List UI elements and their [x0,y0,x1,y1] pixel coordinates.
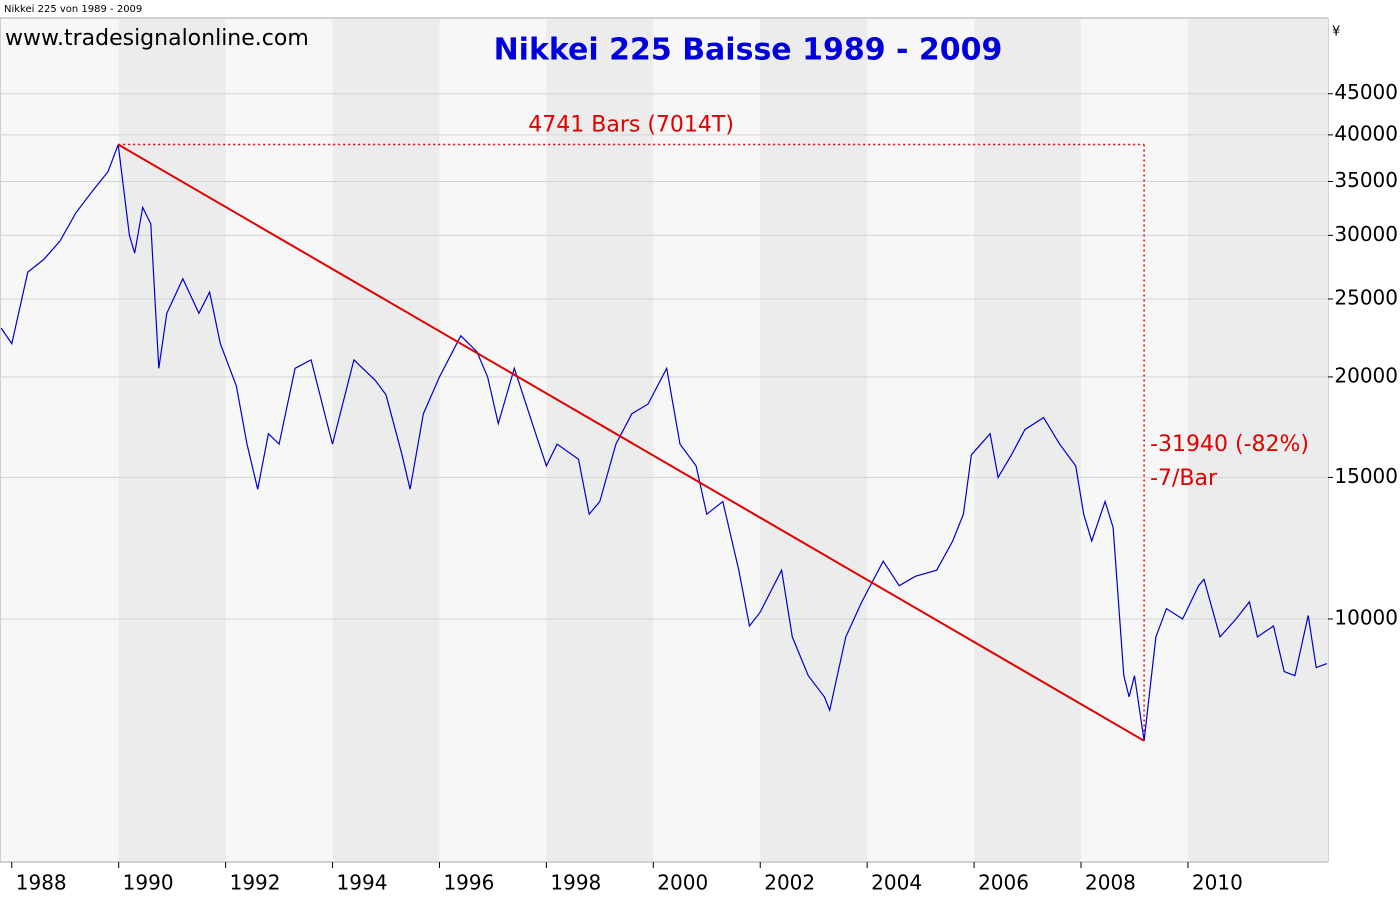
year-band [760,19,868,861]
x-tick-label: 1988 [16,871,67,895]
year-band [118,19,226,861]
x-tick-label: 1998 [550,871,601,895]
annotation: -7/Bar [1150,466,1218,491]
window-title: Nikkei 225 von 1989 - 2009 [4,4,142,15]
watermark: www.tradesignalonline.com [5,26,309,51]
y-tick-label: 10000 [1334,605,1398,629]
y-tick-label: 45000 [1334,80,1398,104]
annotation: -31940 (-82%) [1150,432,1309,457]
year-band [332,19,440,861]
y-tick-label: 25000 [1334,285,1398,309]
x-tick-label: 2006 [978,871,1029,895]
year-band [1187,19,1328,861]
year-band [546,19,654,861]
x-tick-label: 2008 [1085,871,1136,895]
chart-title: Nikkei 225 Baisse 1989 - 2009 [494,33,1003,68]
y-tick-label: 15000 [1334,464,1398,488]
x-tick-label: 2010 [1192,871,1243,895]
x-tick-label: 1994 [337,871,388,895]
x-tick-label: 2000 [657,871,708,895]
y-unit: ¥ [1332,25,1340,40]
annotation: 4741 Bars (7014T) [528,112,734,137]
y-tick-label: 30000 [1334,222,1398,246]
x-tick-label: 2004 [871,871,922,895]
x-tick-label: 1990 [123,871,174,895]
x-tick-label: 2002 [764,871,815,895]
x-tick-label: 1996 [443,871,494,895]
y-tick-label: 40000 [1334,121,1398,145]
x-tick-label: 1992 [230,871,281,895]
year-band [974,19,1082,861]
trend-line [117,143,1145,742]
y-tick-label: 35000 [1334,168,1398,192]
price-line [0,144,1328,741]
y-tick-label: 20000 [1334,363,1398,387]
